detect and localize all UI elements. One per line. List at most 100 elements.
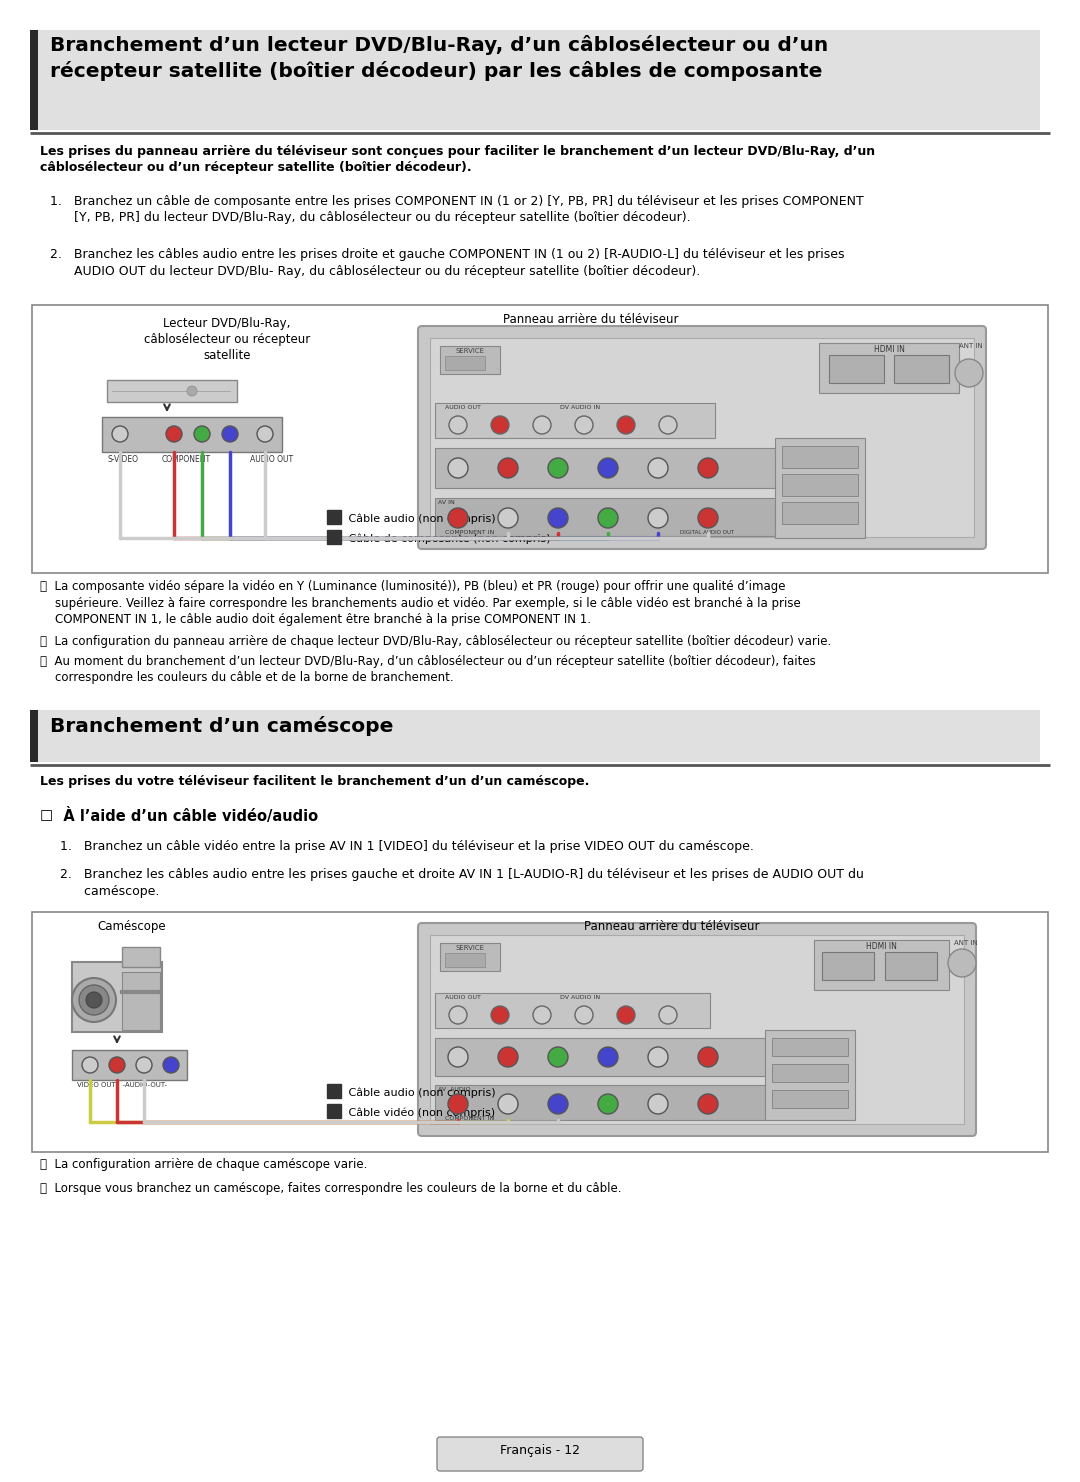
Text: Câble audio (non compris): Câble audio (non compris) [345,514,496,525]
Bar [72,962,162,1031]
Bar [772,1089,848,1109]
Circle shape [659,1006,677,1024]
Text: AV IN: AV IN [438,499,455,505]
Circle shape [575,416,593,434]
Bar [435,993,710,1029]
Circle shape [491,1006,509,1024]
Bar [30,30,38,130]
Bar [814,940,949,990]
Bar [122,947,160,966]
Circle shape [648,508,669,528]
Text: 2: 2 [330,514,337,523]
Circle shape [187,385,197,396]
Text: SERVICE: SERVICE [456,348,485,354]
Text: AV  AUDIO: AV AUDIO [438,1086,471,1092]
Circle shape [498,1046,518,1067]
Text: HDMI IN: HDMI IN [874,345,904,354]
Circle shape [598,1046,618,1067]
Bar [430,935,964,1123]
Bar [782,446,858,468]
Text: Français - 12: Français - 12 [500,1443,580,1457]
Circle shape [534,416,551,434]
Circle shape [166,425,183,442]
Bar [772,1037,848,1057]
Circle shape [491,416,509,434]
Text: ANT IN: ANT IN [954,940,977,946]
Text: COMPONENT: COMPONENT [162,455,211,464]
Circle shape [449,1006,467,1024]
Text: Panneau arrière du téléviseur: Panneau arrière du téléviseur [584,920,760,934]
Bar [430,338,974,536]
Circle shape [498,508,518,528]
Text: VIDEO OUT   -AUDIO-OUT-: VIDEO OUT -AUDIO-OUT- [77,1082,167,1088]
Bar [38,710,1040,762]
Text: ⓩ  Lorsque vous branchez un caméscope, faites correspondre les couleurs de la bo: ⓩ Lorsque vous branchez un caméscope, fa… [40,1183,621,1194]
Circle shape [86,991,102,1008]
Circle shape [82,1057,98,1073]
Text: Câble de composante (non compris): Câble de composante (non compris) [345,534,551,544]
Text: Les prises du votre téléviseur facilitent le branchement d’un d’un caméscope.: Les prises du votre téléviseur faciliten… [40,775,590,788]
Bar [72,1051,187,1080]
Bar [440,345,500,373]
Circle shape [534,1006,551,1024]
Bar [327,1083,341,1098]
Circle shape [648,458,669,479]
Text: Lecteur DVD/Blu-Ray,
câblosélecteur ou récepteur
satellite: Lecteur DVD/Blu-Ray, câblosélecteur ou r… [144,317,310,362]
Bar [102,416,282,452]
Circle shape [194,425,210,442]
Bar [435,1085,765,1120]
Circle shape [617,416,635,434]
Text: 1: 1 [330,1109,337,1117]
Bar [435,498,775,536]
Text: DV AUDIO IN: DV AUDIO IN [561,994,600,1000]
Text: COMPONENT IN: COMPONENT IN [445,531,495,535]
Bar [822,951,874,980]
Text: AUDIO OUT: AUDIO OUT [445,405,481,411]
Bar [32,305,1048,574]
Text: Les prises du panneau arrière du téléviseur sont conçues pour faciliter le branc: Les prises du panneau arrière du télévis… [40,145,875,175]
Circle shape [163,1057,179,1073]
Text: DIGITAL AUDIO OUT: DIGITAL AUDIO OUT [680,531,734,535]
Bar [894,356,949,382]
Circle shape [448,1046,468,1067]
Circle shape [698,508,718,528]
Text: Branchement d’un caméscope: Branchement d’un caméscope [50,716,393,737]
Circle shape [598,508,618,528]
Circle shape [448,508,468,528]
Text: 2.   Branchez les câbles audio entre les prises droite et gauche COMPONENT IN (1: 2. Branchez les câbles audio entre les p… [50,247,845,277]
Bar [819,342,959,393]
Text: COMPONENT IN: COMPONENT IN [445,1116,495,1120]
Bar [30,710,38,762]
Bar [775,439,865,538]
Bar [435,403,715,439]
Circle shape [222,425,238,442]
Bar [445,356,485,370]
Circle shape [548,508,568,528]
Circle shape [448,1094,468,1114]
Bar [327,1104,341,1117]
Circle shape [598,1094,618,1114]
Circle shape [79,986,109,1015]
Circle shape [498,458,518,479]
FancyBboxPatch shape [418,923,976,1137]
Circle shape [548,1046,568,1067]
Bar [327,510,341,525]
Text: ANT IN: ANT IN [959,342,983,348]
Circle shape [648,1094,669,1114]
Circle shape [548,1094,568,1114]
Circle shape [112,425,129,442]
Bar [107,379,237,402]
Circle shape [698,458,718,479]
Text: ☐  À l’aide d’un câble vidéo/audio: ☐ À l’aide d’un câble vidéo/audio [40,808,319,824]
Text: Panneau arrière du téléviseur: Panneau arrière du téléviseur [503,313,678,326]
Circle shape [449,416,467,434]
Text: ⓩ  La configuration arrière de chaque caméscope varie.: ⓩ La configuration arrière de chaque cam… [40,1157,367,1171]
Circle shape [698,1046,718,1067]
Bar [782,502,858,525]
Bar [885,951,937,980]
Bar [327,531,341,544]
Circle shape [575,1006,593,1024]
Text: AUDIO OUT: AUDIO OUT [445,994,481,1000]
Circle shape [598,458,618,479]
Text: Câble vidéo (non compris): Câble vidéo (non compris) [345,1107,495,1119]
